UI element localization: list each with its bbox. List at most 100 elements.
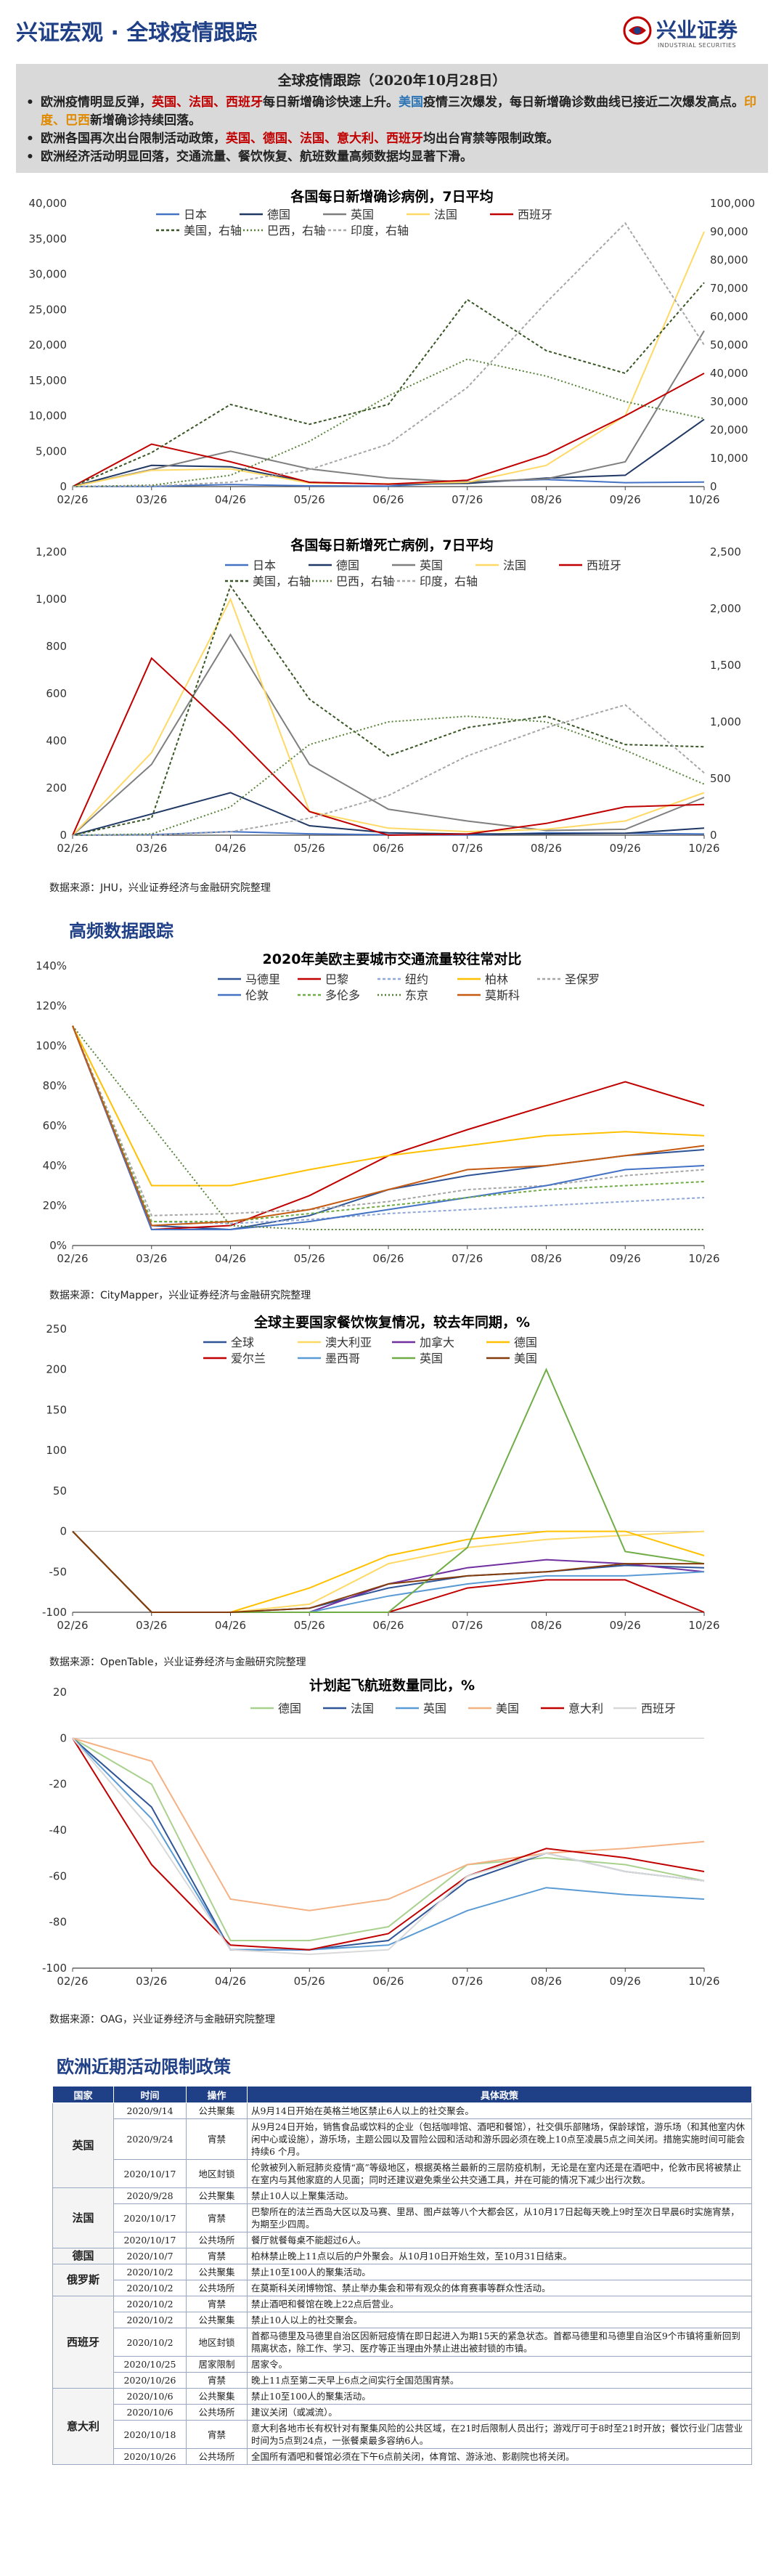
legend-label: 英国 bbox=[420, 558, 443, 572]
series-line bbox=[72, 715, 705, 836]
legend-label: 西班牙 bbox=[641, 1702, 676, 1715]
legend-label: 法国 bbox=[351, 1702, 374, 1715]
x-tick-label: 03/26 bbox=[136, 842, 167, 855]
series-line bbox=[72, 330, 705, 487]
policy-cell: 禁止10人以上聚集活动。 bbox=[247, 2187, 752, 2204]
legend-label: 印度，右轴 bbox=[420, 574, 478, 588]
policy-cell: 在莫斯科关闭博物馆、禁止举办集会和带有观众的体育赛事等群众性活动。 bbox=[247, 2280, 752, 2296]
action-cell: 公共聚集 bbox=[186, 2264, 248, 2280]
y2-tick-label: 10,000 bbox=[710, 452, 748, 465]
x-tick-label: 05/26 bbox=[294, 493, 325, 506]
brand-name: 兴业证券 bbox=[656, 18, 738, 42]
x-tick-label: 04/26 bbox=[215, 1619, 246, 1632]
y2-tick-label: 70,000 bbox=[710, 282, 748, 295]
y2-tick-label: 40,000 bbox=[710, 367, 748, 380]
y-tick-label: 400 bbox=[46, 734, 67, 747]
series-line bbox=[72, 1025, 705, 1224]
table-row: 2020/10/18 宵禁 意大利各地市长有权针对有聚集风险的公共区域，在21时后限… bbox=[53, 2420, 752, 2449]
action-cell: 公共聚集 bbox=[186, 2102, 248, 2119]
action-cell: 宵禁 bbox=[186, 2296, 248, 2312]
y2-tick-label: 1,000 bbox=[710, 715, 741, 728]
x-tick-label: 09/26 bbox=[610, 1252, 641, 1265]
legend-label: 圣保罗 bbox=[565, 972, 600, 986]
y2-tick-label: 2,000 bbox=[710, 602, 741, 615]
summary-box: 全球疫情跟踪（2020年10月28日） 欧洲疫情明显反弹，英国、法国、西班牙每日… bbox=[16, 64, 768, 173]
summary-text: 疫情三次爆发，每日新增确诊数曲线已接近二次爆发高点。 bbox=[423, 95, 744, 110]
section-title-policy: 欧洲近期活动限制政策 bbox=[57, 2057, 231, 2077]
country-cell: 德国 bbox=[52, 2248, 114, 2264]
column-header: 具体政策 bbox=[247, 2086, 752, 2103]
legend-label: 巴西，右轴 bbox=[267, 224, 325, 237]
x-tick-label: 06/26 bbox=[372, 1252, 404, 1265]
series-line bbox=[72, 282, 705, 487]
action-cell: 宵禁 bbox=[186, 2420, 248, 2449]
y-tick-label: 5,000 bbox=[36, 444, 67, 458]
table-row: 西班牙 2020/10/2 宵禁 禁止酒吧和餐馆在晚上22点后营业。 bbox=[52, 2296, 752, 2389]
x-tick-label: 06/26 bbox=[372, 1619, 404, 1632]
column-header: 国家 bbox=[52, 2086, 114, 2103]
legend-label: 东京 bbox=[405, 988, 428, 1002]
legend-label: 美国 bbox=[514, 1352, 537, 1365]
series-line bbox=[72, 1737, 705, 1951]
chart-title: 2020年美欧主要城市交通流量较往常对比 bbox=[263, 951, 522, 967]
action-cell: 公共聚集 bbox=[186, 2388, 248, 2405]
chart-title: 各国每日新增确诊病例，7日平均 bbox=[290, 188, 493, 205]
legend-label: 纽约 bbox=[405, 972, 428, 986]
policy-cell: 禁止10至100人的聚集活动。 bbox=[247, 2388, 752, 2405]
x-tick-label: 10/26 bbox=[688, 842, 719, 855]
y-tick-label: -50 bbox=[49, 1565, 68, 1578]
chart-traffic: 2020年美欧主要城市交通流量较往常对比 0% 20% 40% 60% 80% 100% 12… bbox=[36, 951, 720, 1265]
policy-table: 国家 时间 操作 具体政策 英国 2020/9/14 公共聚集 从9月14日开始在英格… bbox=[52, 2086, 752, 2465]
y-tick-label: 0 bbox=[60, 1525, 67, 1538]
series-line bbox=[72, 479, 705, 487]
chart-dining: 全球主要国家餐饮恢复情况，较去年同期，% -100 -50 0 50 100 150 200 2… bbox=[42, 1314, 720, 1632]
y-tick-label: 20 bbox=[53, 1686, 67, 1699]
y2-tick-label: 100,000 bbox=[710, 197, 755, 210]
country-cell: 俄罗斯 bbox=[52, 2264, 114, 2296]
country-cell: 意大利 bbox=[52, 2388, 114, 2465]
y-tick-label: 20% bbox=[43, 1199, 67, 1212]
table-row: 2020/10/2 公共聚集 禁止10人以上的社交聚会。 bbox=[53, 2312, 752, 2328]
table-row: 2020/10/17 公共场所 餐厅就餐每桌不能超过6人。 bbox=[53, 2232, 752, 2248]
y-tick-label: 30,000 bbox=[29, 268, 68, 281]
y-tick-label: -80 bbox=[49, 1916, 68, 1929]
summary-bullet: 欧洲各国再次出台限制活动政策，英国、德国、法国、意大利、西班牙均出台宵禁等限制政… bbox=[26, 130, 758, 148]
legend-label: 伦敦 bbox=[245, 988, 269, 1002]
action-cell: 公共场所 bbox=[186, 2448, 248, 2465]
policy-cell: 从9月24日开始，销售食品或饮料的企业（包括咖啡馆、酒吧和餐馆），社交俱乐部赌场… bbox=[247, 2118, 752, 2160]
report-header: 兴证宏观 · 全球疫情跟踪 兴业证券 INDUSTRIAL SECURITIES bbox=[0, 0, 784, 62]
series-line bbox=[72, 1530, 705, 1613]
legend-label: 马德里 bbox=[245, 972, 280, 986]
legend-label: 多伦多 bbox=[325, 988, 360, 1002]
legend-label: 美国，右轴 bbox=[253, 574, 311, 588]
legend-label: 德国 bbox=[336, 558, 359, 572]
summary-bullet: 欧洲疫情明显反弹，英国、法国、西班牙每日新增确诊快速上升。美国疫情三次爆发，每日… bbox=[26, 94, 758, 130]
y-tick-label: 60% bbox=[43, 1119, 67, 1132]
y2-tick-label: 0 bbox=[710, 480, 717, 493]
action-cell: 地区封锁 bbox=[186, 2159, 248, 2188]
y2-tick-label: 30,000 bbox=[710, 395, 748, 408]
country-cell: 西班牙 bbox=[52, 2296, 114, 2389]
x-tick-label: 03/26 bbox=[136, 1619, 167, 1632]
y-tick-label: 15,000 bbox=[29, 374, 68, 387]
y-tick-label: -100 bbox=[42, 1962, 67, 1975]
series-line bbox=[72, 792, 705, 836]
legend-label: 爱尔兰 bbox=[231, 1352, 266, 1365]
report-title: 兴证宏观 · 全球疫情跟踪 bbox=[16, 20, 258, 46]
action-cell: 宵禁 bbox=[186, 2203, 248, 2232]
y-tick-label: 50 bbox=[53, 1484, 67, 1498]
series-line bbox=[72, 1025, 705, 1227]
legend-label: 意大利 bbox=[568, 1702, 603, 1715]
summary-text: 英国、法国、西班牙 bbox=[152, 95, 263, 110]
y2-tick-label: 50,000 bbox=[710, 338, 748, 352]
y-tick-label: 0 bbox=[60, 1731, 67, 1744]
chart-title: 各国每日新增死亡病例，7日平均 bbox=[290, 537, 493, 553]
table-header-row: 国家 时间 操作 具体政策 bbox=[52, 2086, 752, 2103]
policy-cell: 餐厅就餐每桌不能超过6人。 bbox=[247, 2232, 752, 2248]
legend-label: 西班牙 bbox=[587, 558, 621, 572]
summary-text: 欧洲经济活动明显回落，交通流量、餐饮恢复、航班数量高频数据均显著下滑。 bbox=[41, 150, 473, 164]
x-tick-label: 03/26 bbox=[136, 1252, 167, 1265]
policy-cell: 柏林禁止晚上11点以后的户外聚会。从10月10日开始生效，至10月31日结束。 bbox=[247, 2248, 752, 2264]
series-line bbox=[72, 1530, 705, 1613]
series-line bbox=[72, 1025, 704, 1230]
